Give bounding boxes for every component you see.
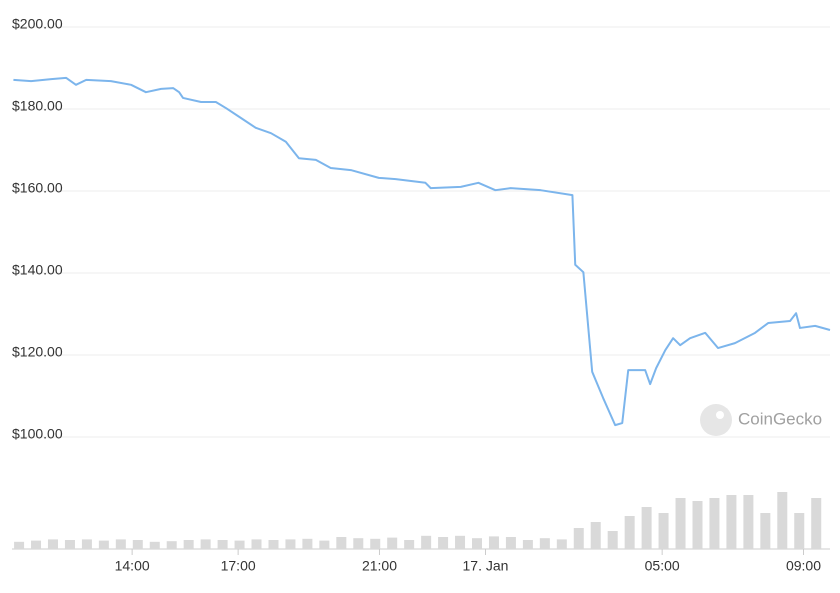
volume-bar <box>149 541 160 549</box>
volume-bar <box>115 539 126 549</box>
volume-bar <box>404 540 415 549</box>
volume-bar <box>234 540 245 549</box>
volume-bar <box>641 507 652 549</box>
volume-bar <box>573 528 584 549</box>
watermark-logo-eye <box>716 411 724 419</box>
y-tick-label: $180.00 <box>12 98 63 114</box>
volume-bar <box>438 537 449 549</box>
volume-bar <box>31 540 42 549</box>
volume-bar <box>624 516 635 549</box>
x-tick-label: 17:00 <box>221 558 256 574</box>
volume-bar <box>336 537 347 549</box>
volume-bar <box>539 538 550 549</box>
volume-bar <box>488 536 499 549</box>
volume-bar <box>658 513 669 549</box>
volume-bar <box>455 535 466 549</box>
volume-bar <box>505 537 516 549</box>
volume-bar <box>370 538 381 549</box>
volume-bar <box>183 540 194 549</box>
price-line <box>13 76 831 427</box>
volume-bar <box>692 501 703 549</box>
volume-bar <box>251 539 262 549</box>
volume-bar <box>268 540 279 549</box>
volume-bar <box>387 537 398 549</box>
volume-bar <box>777 492 788 549</box>
volume-bar <box>760 513 771 549</box>
volume-bar <box>47 539 58 549</box>
volume-bar <box>421 535 432 549</box>
x-tick-label: 05:00 <box>645 558 680 574</box>
volume-bar <box>590 522 601 549</box>
volume-bar <box>353 538 364 549</box>
y-tick-label: $200.00 <box>12 16 63 32</box>
volume-bar <box>709 498 720 549</box>
volume-bar <box>285 539 296 549</box>
volume-bar <box>607 531 618 549</box>
volume-bar <box>64 540 75 549</box>
volume-bar <box>522 540 533 549</box>
y-tick-label: $160.00 <box>12 180 63 196</box>
volume-bar <box>98 540 109 549</box>
volume-bar <box>472 538 483 549</box>
volume-bar <box>794 513 805 549</box>
y-tick-label: $140.00 <box>12 262 63 278</box>
volume-bar <box>132 540 143 549</box>
volume-bar <box>166 541 177 549</box>
watermark: CoinGecko <box>700 404 822 436</box>
y-tick-label: $120.00 <box>12 344 63 360</box>
volume-bar <box>14 541 25 549</box>
volume-bar <box>200 539 211 549</box>
volume-bar <box>556 539 567 549</box>
y-tick-label: $100.00 <box>12 426 63 442</box>
watermark-logo <box>700 404 732 436</box>
x-tick-label: 17. Jan <box>463 558 509 574</box>
volume-bar <box>743 495 754 549</box>
volume-bar <box>302 538 313 549</box>
volume-bar <box>81 539 92 549</box>
watermark-text: CoinGecko <box>738 409 822 428</box>
volume-bar <box>675 498 686 549</box>
volume-bar <box>811 498 822 549</box>
volume-bar <box>217 540 228 549</box>
x-tick-label: 21:00 <box>362 558 397 574</box>
x-tick-label: 09:00 <box>786 558 821 574</box>
x-tick-label: 14:00 <box>115 558 150 574</box>
volume-bar <box>319 540 330 549</box>
volume-bar <box>726 495 737 549</box>
